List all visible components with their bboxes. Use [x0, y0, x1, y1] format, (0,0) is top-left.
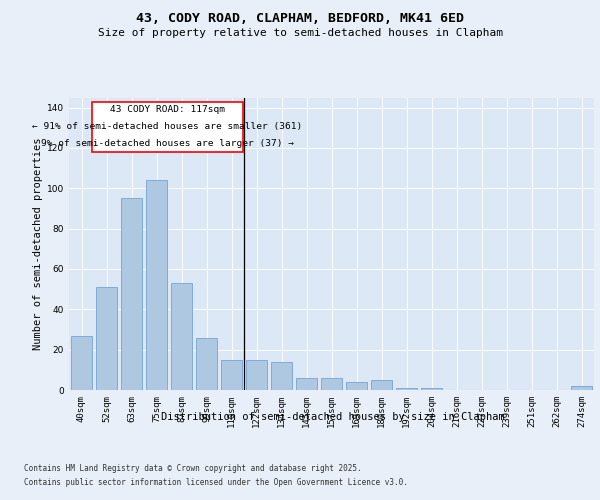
Bar: [371, 380, 392, 390]
Text: Distribution of semi-detached houses by size in Clapham: Distribution of semi-detached houses by …: [161, 412, 505, 422]
Bar: [246, 360, 267, 390]
Bar: [121, 198, 142, 390]
Text: Contains HM Land Registry data © Crown copyright and database right 2025.: Contains HM Land Registry data © Crown c…: [24, 464, 362, 473]
Text: Size of property relative to semi-detached houses in Clapham: Size of property relative to semi-detach…: [97, 28, 503, 38]
Text: ← 91% of semi-detached houses are smaller (361): ← 91% of semi-detached houses are smalle…: [32, 122, 302, 132]
Bar: [321, 378, 342, 390]
Bar: [271, 362, 292, 390]
Bar: [171, 283, 192, 390]
Bar: [96, 287, 117, 390]
Text: Contains public sector information licensed under the Open Government Licence v3: Contains public sector information licen…: [24, 478, 408, 487]
Bar: [71, 336, 92, 390]
Bar: [296, 378, 317, 390]
FancyBboxPatch shape: [92, 102, 243, 152]
Bar: [421, 388, 442, 390]
Text: 9% of semi-detached houses are larger (37) →: 9% of semi-detached houses are larger (3…: [41, 139, 294, 148]
Bar: [396, 388, 417, 390]
Bar: [146, 180, 167, 390]
Bar: [571, 386, 592, 390]
Bar: [346, 382, 367, 390]
Y-axis label: Number of semi-detached properties: Number of semi-detached properties: [33, 138, 43, 350]
Bar: [221, 360, 242, 390]
Text: 43, CODY ROAD, CLAPHAM, BEDFORD, MK41 6ED: 43, CODY ROAD, CLAPHAM, BEDFORD, MK41 6E…: [136, 12, 464, 26]
Bar: [196, 338, 217, 390]
Text: 43 CODY ROAD: 117sqm: 43 CODY ROAD: 117sqm: [110, 106, 225, 114]
